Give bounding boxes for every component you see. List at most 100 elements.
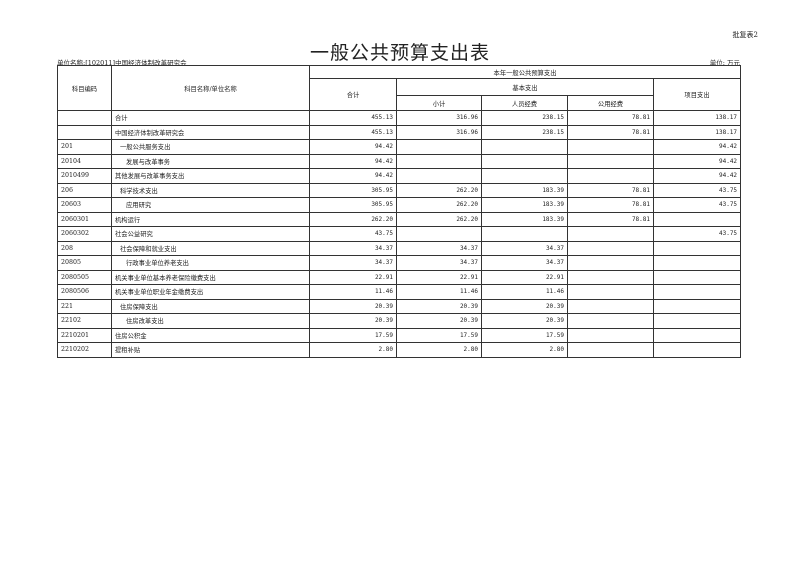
form-number: 批复表2 [732,31,758,39]
cell-subtotal [396,168,482,184]
cell-project: 43.75 [652,182,742,198]
currency-unit: 单位: 万元 [709,59,740,67]
cell-public: 78.81 [567,182,654,198]
cell-total: 94.42 [309,153,397,169]
cell-subtotal: 20.39 [396,313,482,329]
table-row: 20805 行政事业单位养老支出 34.37 34.37 34.37 [57,255,742,271]
header-project: 项目支出 [652,78,742,111]
cell-public: 78.81 [567,197,654,213]
table-row: 中国经济体制改革研究会 455.13 316.96 238.15 78.81 138.17 [57,124,742,140]
cell-name: 合计 [111,110,310,126]
header-total: 合计 [309,78,397,111]
cell-code [57,124,112,140]
cell-subtotal: 11.46 [396,284,482,300]
cell-project: 138.17 [652,124,742,140]
cell-total: 262.20 [309,211,397,227]
cell-name: 一般公共服务支出 [111,139,310,155]
cell-personnel: 20.39 [481,313,568,329]
cell-subtotal: 34.37 [396,240,482,256]
cell-name: 住房改革支出 [111,313,310,329]
cell-total: 34.37 [309,255,397,271]
cell-name: 机构运行 [111,211,310,227]
cell-code: 221 [57,298,112,314]
cell-name: 中国经济体制改革研究会 [111,124,310,140]
cell-code: 2210202 [57,342,112,358]
cell-total: 20.39 [309,298,397,314]
cell-personnel: 34.37 [481,240,568,256]
cell-total: 455.13 [309,124,397,140]
cell-total: 455.13 [309,110,397,126]
cell-public [567,342,654,358]
table-row: 2080506 机关事业单位职业年金缴费支出 11.46 11.46 11.46 [57,284,742,300]
cell-personnel: 183.39 [481,197,568,213]
cell-project [652,327,742,343]
cell-total: 94.42 [309,168,397,184]
cell-project [652,255,742,271]
header-code: 科目编码 [57,65,112,111]
cell-name: 科学技术支出 [111,182,310,198]
cell-total: 305.95 [309,182,397,198]
table-row: 2010499 其他发展与改革事务支出 94.42 94.42 [57,168,742,184]
cell-public: 78.81 [567,211,654,227]
cell-project [652,284,742,300]
table-row: 208 社会保障和就业支出 34.37 34.37 34.37 [57,240,742,256]
unit-name: 单位名称:[102011]中国经济体制改革研究会 [57,59,187,67]
table-row: 22102 住房改革支出 20.39 20.39 20.39 [57,313,742,329]
cell-code: 201 [57,139,112,155]
cell-personnel: 17.59 [481,327,568,343]
cell-code: 208 [57,240,112,256]
cell-name: 机关事业单位职业年金缴费支出 [111,284,310,300]
cell-name: 机关事业单位基本养老保险缴费支出 [111,269,310,285]
cell-total: 305.95 [309,197,397,213]
cell-subtotal: 262.20 [396,182,482,198]
cell-subtotal [396,226,482,242]
cell-name: 住房公积金 [111,327,310,343]
cell-name: 提租补贴 [111,342,310,358]
cell-personnel: 11.46 [481,284,568,300]
cell-personnel: 34.37 [481,255,568,271]
cell-total: 43.75 [309,226,397,242]
header-group: 本年一般公共预算支出 [308,65,742,79]
cell-code: 20104 [57,153,112,169]
cell-subtotal: 316.96 [396,124,482,140]
cell-code: 2210201 [57,327,112,343]
header-subtotal: 小计 [396,95,482,111]
table-row: 20104 发展与改革事务 94.42 94.42 [57,153,742,169]
cell-subtotal: 262.20 [396,211,482,227]
cell-subtotal: 316.96 [396,110,482,126]
cell-project [652,269,742,285]
cell-subtotal: 262.20 [396,197,482,213]
cell-personnel: 183.39 [481,211,568,227]
cell-public [567,139,654,155]
cell-name: 应用研究 [111,197,310,213]
table-row: 206 科学技术支出 305.95 262.20 183.39 78.81 43.75 [57,182,742,198]
cell-public [567,298,654,314]
cell-public [567,269,654,285]
cell-public: 78.81 [567,124,654,140]
cell-public [567,153,654,169]
cell-code: 206 [57,182,112,198]
cell-personnel: 20.39 [481,298,568,314]
cell-public [567,327,654,343]
cell-subtotal: 22.91 [396,269,482,285]
cell-public [567,168,654,184]
cell-code: 2010499 [57,168,112,184]
cell-public [567,284,654,300]
cell-subtotal [396,153,482,169]
cell-project: 138.17 [652,110,742,126]
cell-code: 20805 [57,255,112,271]
cell-personnel [481,153,568,169]
cell-total: 17.59 [309,327,397,343]
cell-code: 20603 [57,197,112,213]
cell-code: 2060301 [57,211,112,227]
cell-subtotal: 34.37 [396,255,482,271]
header-basic: 基本支出 [396,78,654,96]
table-row: 2060301 机构运行 262.20 262.20 183.39 78.81 [57,211,742,227]
cell-total: 20.39 [309,313,397,329]
cell-project: 94.42 [652,168,742,184]
budget-table: 科目编码 科目名称/单位名称 本年一般公共预算支出 合计 基本支出 项目支出 小… [57,65,742,358]
table-row: 2210201 住房公积金 17.59 17.59 17.59 [57,327,742,343]
cell-project [652,298,742,314]
cell-personnel [481,226,568,242]
cell-name: 行政事业单位养老支出 [111,255,310,271]
